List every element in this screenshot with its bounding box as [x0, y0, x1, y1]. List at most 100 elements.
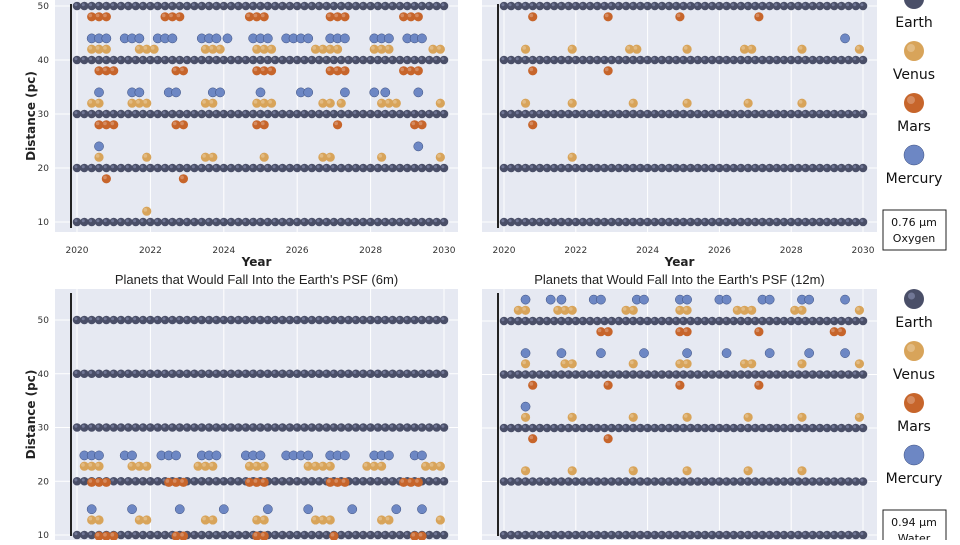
earth-marker	[600, 163, 609, 173]
y-tick-label: 30	[38, 110, 50, 120]
earth-marker	[175, 217, 185, 227]
mars-marker	[406, 66, 416, 76]
mars-marker	[101, 477, 111, 487]
earth-marker	[557, 163, 566, 173]
earth-marker	[564, 370, 573, 379]
earth-marker	[351, 315, 361, 325]
mars-marker	[754, 327, 764, 337]
mercury-marker	[556, 294, 567, 305]
chart-panel-top-left: 10 20 30 40 50 Distance (pc) 2020 2022 2024 2026 2…	[0, 0, 470, 270]
earth-marker	[779, 423, 789, 433]
earth-marker	[395, 55, 405, 65]
earth-marker	[549, 370, 559, 379]
earth-marker	[564, 477, 573, 486]
earth-marker	[564, 1, 573, 11]
earth-marker	[241, 109, 251, 119]
earth-marker	[765, 477, 774, 486]
x-tick-label: 2030	[433, 246, 456, 256]
earth-marker	[432, 217, 441, 227]
earth-marker	[124, 217, 133, 227]
mars-marker	[332, 477, 343, 487]
earth-marker	[715, 109, 724, 119]
earth-marker	[686, 316, 695, 326]
earth-marker	[772, 163, 782, 173]
venus-marker	[94, 152, 104, 162]
earth-marker	[786, 477, 796, 486]
earth-marker	[844, 477, 853, 486]
earth-marker	[837, 530, 846, 540]
venus-marker	[200, 515, 211, 525]
earth-marker	[794, 370, 803, 379]
earth-marker	[499, 530, 509, 540]
earth-marker	[410, 369, 419, 379]
earth-marker	[765, 55, 774, 65]
x-axis-title: Year	[664, 255, 695, 269]
venus-marker	[628, 466, 638, 476]
earth-marker	[851, 1, 861, 11]
earth-marker	[241, 1, 251, 11]
earth-marker	[578, 163, 588, 173]
earth-marker	[278, 55, 287, 65]
earth-marker	[87, 530, 96, 540]
earth-marker	[285, 315, 295, 325]
earth-marker	[679, 109, 688, 119]
earth-marker	[190, 1, 199, 11]
legend-label-mercury: Mercury	[886, 171, 943, 187]
earth-marker	[743, 423, 753, 433]
mercury-marker	[94, 450, 104, 461]
earth-marker	[109, 369, 118, 379]
earth-marker	[829, 316, 839, 326]
earth-marker	[815, 217, 825, 227]
venus-marker	[134, 515, 144, 525]
earth-marker	[707, 370, 717, 379]
earth-marker	[643, 1, 652, 11]
earth-marker	[758, 163, 767, 173]
earth-marker	[307, 369, 317, 379]
venus-marker	[435, 461, 445, 471]
earth-marker	[535, 1, 545, 11]
earth-marker	[182, 315, 192, 325]
earth-marker	[380, 476, 390, 486]
venus-marker	[377, 461, 387, 471]
earth-marker	[621, 370, 631, 379]
earth-marker	[815, 1, 825, 11]
earth-marker	[657, 55, 667, 65]
earth-marker	[628, 530, 638, 540]
venus-marker	[384, 98, 394, 108]
earth-marker	[329, 1, 339, 11]
earth-marker	[388, 369, 397, 379]
mars-marker	[528, 434, 538, 444]
earth-marker	[614, 1, 624, 11]
earth-marker	[679, 370, 688, 379]
earth-marker	[94, 217, 104, 227]
earth-marker	[672, 1, 681, 11]
legend-top-svg: Earth Venus Mars Mercury 0.76 µm Oxygen	[882, 0, 947, 251]
earth-marker	[226, 217, 236, 227]
venus-marker	[628, 305, 638, 315]
earth-marker	[585, 163, 595, 173]
earth-marker	[322, 109, 331, 119]
earth-marker	[636, 163, 645, 173]
earth-marker	[204, 1, 214, 11]
earth-marker	[373, 1, 383, 11]
earth-marker	[160, 1, 170, 11]
venus-marker	[632, 44, 642, 54]
earth-marker	[248, 217, 258, 227]
earth-marker	[679, 217, 688, 227]
earth-marker	[765, 109, 774, 119]
earth-marker	[672, 370, 681, 379]
earth-marker	[219, 476, 229, 486]
mercury-marker	[840, 33, 850, 44]
venus-marker	[252, 515, 262, 525]
venus-marker	[252, 44, 262, 54]
earth-marker	[102, 369, 111, 379]
earth-marker	[535, 316, 545, 326]
earth-marker	[403, 163, 412, 173]
mars-marker	[171, 477, 181, 487]
earth-marker	[197, 217, 207, 227]
earth-marker	[204, 476, 214, 486]
earth-marker	[160, 530, 170, 540]
venus-marker	[134, 44, 144, 54]
markers	[72, 1, 449, 227]
earth-marker	[751, 1, 760, 11]
